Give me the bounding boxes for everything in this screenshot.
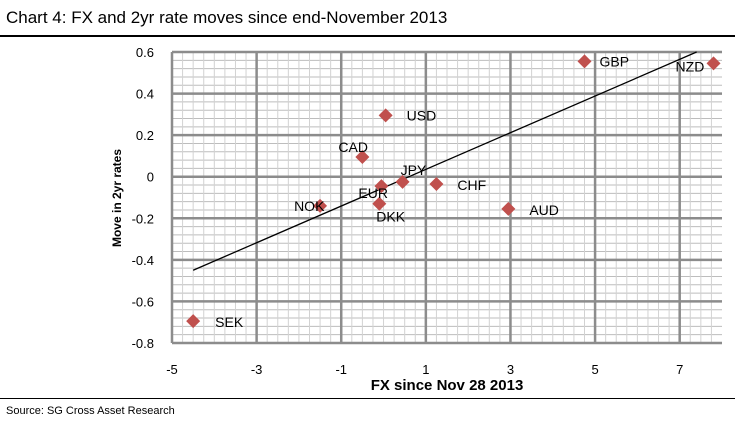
point-label-nzd: NZD	[676, 58, 705, 74]
point-label-aud: AUD	[529, 202, 559, 218]
y-tick-label: -0.6	[132, 294, 154, 309]
point-label-sek: SEK	[215, 314, 244, 330]
x-tick-labels: -5 -3 -1 1 3 5 7	[166, 362, 683, 377]
y-axis-title: Move in 2yr rates	[110, 149, 124, 247]
y-tick-label: -0.4	[132, 253, 154, 268]
point-label-eur: EUR	[358, 185, 388, 201]
data-point-aud	[501, 201, 516, 216]
x-tick-label: 5	[591, 362, 598, 377]
x-axis-title: FX since Nov 28 2013	[371, 377, 524, 394]
y-tick-label: -0.8	[132, 336, 154, 351]
gridlines	[170, 50, 722, 345]
scatter-chart: -0.8 -0.6 -0.4 -0.2 0 0.2 0.4 0.6 -5 -3 -1 1 3 5 7 GB…	[110, 45, 722, 394]
data-point-sek	[186, 314, 201, 329]
point-label-chf: CHF	[457, 177, 486, 193]
data-point-chf	[429, 176, 444, 191]
point-label-dkk: DKK	[376, 209, 405, 225]
x-tick-label: -3	[251, 362, 263, 377]
point-label-jpy: JPY	[401, 162, 427, 178]
point-label-nok: NOK	[294, 198, 325, 214]
point-label-usd: USD	[407, 107, 437, 123]
data-point-jpy	[395, 174, 410, 189]
x-tick-label: 3	[507, 362, 514, 377]
x-tick-label: 7	[676, 362, 683, 377]
x-tick-label: -5	[166, 362, 178, 377]
y-tick-label: 0	[147, 170, 154, 185]
data-point-nok	[313, 198, 328, 213]
point-labels: GBP NZD USD CAD JPY EUR CHF NOK DKK AUD SEK	[215, 53, 704, 330]
title-rule	[0, 35, 735, 37]
point-label-gbp: GBP	[600, 53, 630, 69]
source-note: Source: SG Cross Asset Research	[6, 405, 175, 417]
data-points	[186, 54, 721, 329]
point-label-cad: CAD	[338, 139, 368, 155]
y-tick-labels: -0.8 -0.6 -0.4 -0.2 0 0.2 0.4 0.6	[132, 45, 154, 351]
data-point-gbp	[577, 54, 592, 69]
bottom-rule	[0, 398, 735, 399]
y-tick-label: 0.2	[136, 128, 154, 143]
y-tick-label: 0.6	[136, 45, 154, 60]
data-point-usd	[378, 108, 393, 123]
data-point-eur	[374, 179, 389, 194]
trendline	[192, 51, 697, 271]
x-tick-label: 1	[422, 362, 429, 377]
data-point-dkk	[372, 196, 387, 211]
x-tick-label: -1	[335, 362, 347, 377]
chart-title: Chart 4: FX and 2yr rate moves since end…	[6, 8, 448, 27]
y-tick-label: 0.4	[136, 87, 154, 102]
y-tick-label: -0.2	[132, 211, 154, 226]
data-point-cad	[355, 149, 370, 164]
data-point-nzd	[706, 56, 721, 71]
